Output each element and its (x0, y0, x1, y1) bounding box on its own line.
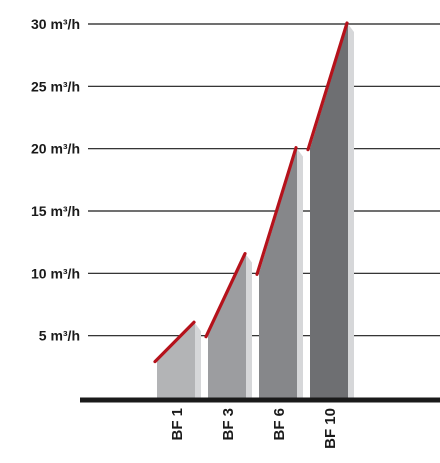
y-tick-label: 25 m³/h (31, 78, 80, 94)
y-tick-label: 30 m³/h (31, 16, 80, 32)
bar (259, 149, 297, 398)
bar-side-face (297, 149, 303, 398)
bar (208, 255, 246, 398)
bar-side-face (195, 323, 201, 398)
y-tick-label: 10 m³/h (31, 265, 80, 281)
x-tick-label: BF 6 (271, 408, 288, 441)
y-tick-label: 15 m³/h (31, 203, 80, 219)
bar (157, 323, 195, 398)
x-axis-labels: BF 1 BF 3 BF 6 BF 10 (169, 408, 339, 449)
x-tick-label: BF 3 (220, 408, 237, 441)
x-tick-label: BF 1 (169, 408, 186, 441)
y-tick-label: 20 m³/h (31, 141, 80, 157)
y-axis-labels: 5 m³/h 10 m³/h 15 m³/h 20 m³/h 25 m³/h 30 m³/… (31, 16, 80, 344)
x-tick-label: BF 10 (322, 408, 339, 449)
bar-side-face (246, 255, 252, 398)
bar-side-face (348, 24, 354, 398)
y-tick-label: 5 m³/h (39, 328, 80, 344)
